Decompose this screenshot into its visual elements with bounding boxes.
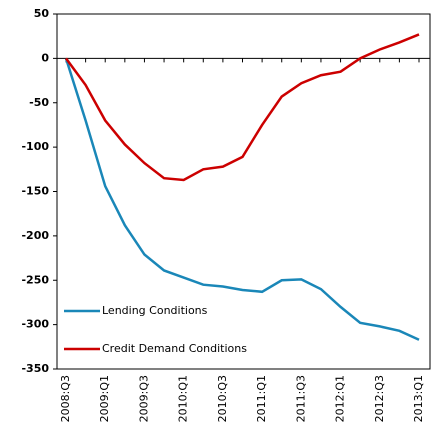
series-line [64, 57, 420, 341]
y-tick-label: -150 [21, 185, 49, 198]
x-tick-label: 2010:Q1 [177, 375, 190, 422]
y-tick-label: -200 [21, 229, 49, 242]
x-tick-label: 2010:Q3 [216, 375, 229, 422]
x-tick-label: 2012:Q1 [334, 375, 347, 422]
x-tick-label: 2009:Q3 [137, 375, 150, 422]
y-tick-label: 50 [34, 7, 50, 20]
y-tick-label: -50 [29, 96, 49, 109]
series-line [64, 33, 420, 182]
x-tick-label: 2008:Q3 [59, 375, 72, 422]
x-tick-label: 2013:Q1 [412, 375, 425, 422]
x-tick-label: 2009:Q1 [98, 375, 111, 422]
y-tick-label: -250 [21, 273, 49, 286]
y-tick-label: -350 [21, 362, 49, 375]
y-tick-label: 0 [41, 51, 49, 64]
y-tick-label: -300 [21, 318, 49, 331]
x-tick-label: 2012:Q3 [373, 375, 386, 422]
x-tick-label: 2011:Q1 [255, 375, 268, 422]
legend-label: Lending Conditions [102, 304, 208, 317]
legend-label: Credit Demand Conditions [102, 342, 247, 355]
x-tick-label: 2011:Q3 [294, 375, 307, 422]
y-tick-label: -100 [21, 140, 49, 153]
